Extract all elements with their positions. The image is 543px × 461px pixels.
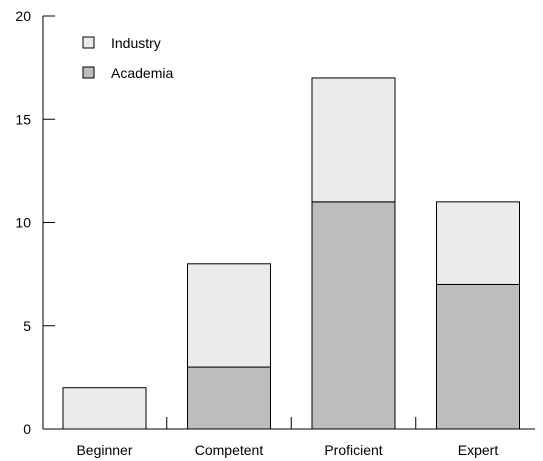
x-tick-label: Proficient [324,442,382,458]
bar-academia-competent [187,366,271,430]
y-tick-label: 20 [15,8,31,24]
legend-swatch-industry [82,36,95,49]
x-tick-label: Expert [458,442,499,458]
legend-label-academia: Academia [111,65,173,81]
bar-industry-beginner [62,387,147,430]
bars [62,77,520,430]
bar-industry-proficient [311,77,396,203]
bar-industry-competent [187,263,271,368]
y-tick-label: 15 [15,111,31,127]
y-axis: 0 5 10 15 20 [15,8,55,437]
x-tick-label: Beginner [76,442,132,458]
legend: Industry Academia [82,35,173,81]
x-axis: Beginner Competent Proficient Expert [43,417,535,458]
y-tick-label: 0 [23,421,31,437]
legend-label-industry: Industry [111,35,161,51]
bar-academia-expert [436,283,520,430]
legend-swatch-academia [82,66,95,79]
y-tick-label: 5 [23,318,31,334]
bar-industry-expert [436,201,520,285]
bar-academia-proficient [311,201,396,430]
x-tick-label: Competent [195,442,264,458]
y-tick-label: 10 [15,215,31,231]
